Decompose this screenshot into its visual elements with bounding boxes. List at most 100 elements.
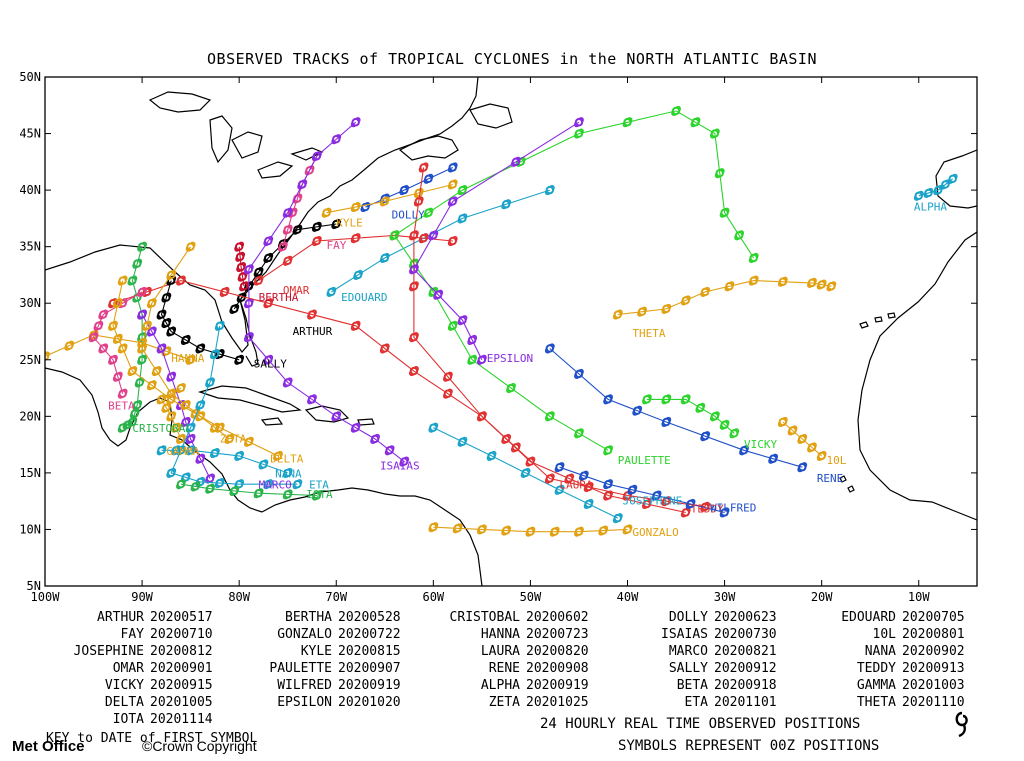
key-cell: FAY 20200710 (40, 627, 228, 644)
key-storm-date: 20200723 (526, 627, 589, 642)
key-cell: ETA 20201101 (604, 695, 792, 712)
mexico-coastline (45, 367, 263, 513)
cape-verde-islands (839, 475, 855, 493)
storm-label-eta: ETA (309, 479, 329, 492)
hurricane-symbol-icon (243, 298, 254, 309)
key-cell: ARTHUR 20200517 (40, 610, 228, 627)
hurricane-symbol-icon (622, 117, 633, 128)
lat-label: 50N (19, 70, 41, 84)
hurricane-symbol-icon (282, 467, 293, 478)
hurricane-symbol-icon (379, 343, 390, 354)
hurricane-symbol-icon (146, 380, 157, 391)
storm-label-marco: MARCO (259, 479, 292, 492)
storm-track-kyle (326, 183, 453, 214)
storm-label-omar: OMAR (283, 284, 310, 297)
lon-label: 50W (520, 590, 542, 604)
hurricane-symbol-icon (166, 269, 177, 280)
key-storm-date: 20201025 (526, 695, 589, 710)
hurricane-symbol-icon (326, 286, 337, 297)
key-storm-name: DOLLY (668, 610, 708, 625)
key-cell: BETA 20200918 (604, 678, 792, 695)
hurricane-symbol-icon (127, 366, 138, 377)
key-storm-name: JOSEPHINE (73, 644, 144, 659)
key-storm-date: 20200913 (902, 661, 965, 676)
hurricane-symbol-icon (321, 207, 332, 218)
hurricane-symbol-icon (423, 207, 434, 218)
hurricane-symbol-icon (156, 309, 167, 320)
key-storm-name: KYLE (300, 644, 332, 659)
hurricane-symbol-icon (578, 470, 589, 481)
storm-label-paulette: PAULETTE (618, 454, 671, 467)
key-storm-name: DELTA (104, 695, 144, 710)
hurricane-symbol-icon (263, 479, 274, 490)
hurricane-symbol-icon (379, 252, 390, 264)
key-cell (228, 712, 416, 729)
hurricane-symbol-icon (263, 298, 274, 309)
hurricane-symbol-icon (923, 187, 934, 198)
hurricane-symbol-icon (413, 187, 424, 198)
hurricane-symbol-icon (214, 320, 225, 331)
key-storm-name: OMAR (112, 661, 144, 676)
met-office-logo: Met Office (12, 738, 85, 755)
hurricane-symbol-icon (709, 128, 720, 139)
hurricane-symbol-icon (457, 436, 468, 447)
key-cell: ZETA 20201025 (416, 695, 604, 712)
key-storm-date: 20200730 (714, 627, 777, 642)
hurricane-symbol-icon (685, 498, 696, 510)
hurricane-symbol-icon (210, 422, 220, 433)
hurricane-symbol-icon (234, 450, 245, 461)
hurricane-symbol-icon (476, 524, 487, 535)
hurricane-symbol-icon (457, 213, 468, 224)
africa-coastline (857, 231, 977, 521)
hurricane-symbol-icon (913, 190, 924, 201)
hurricane-symbol-icon (627, 484, 638, 495)
key-storm-date: 20200908 (526, 661, 589, 676)
hurricane-symbol-icon (612, 309, 623, 320)
hurricane-symbol-icon (166, 371, 177, 382)
hurricane-symbol-icon (235, 251, 246, 262)
lon-label: 30W (714, 590, 736, 604)
hurricane-symbol-icon (661, 394, 672, 405)
hurricane-symbol-icon (467, 354, 478, 365)
key-storm-date: 20200528 (338, 610, 401, 625)
hurricane-symbol-icon (486, 450, 497, 461)
hurricane-symbol-icon (612, 513, 623, 524)
hurricane-symbol-icon (236, 261, 246, 273)
hurricane-symbol-icon (176, 433, 186, 445)
key-cell: CRISTOBAL 20200602 (416, 610, 604, 627)
key-storm-name: VICKY (104, 678, 144, 693)
key-storm-date: 20200902 (902, 644, 965, 659)
key-cell: NANA 20200902 (792, 644, 980, 661)
hurricane-symbol-icon (447, 235, 458, 247)
key-row: ARTHUR 20200517 BERTHA 20200528 CRISTOBAL 202… (40, 610, 980, 627)
key-cell: IOTA 20201114 (40, 712, 228, 729)
hurricane-symbol-icon (161, 292, 172, 303)
hurricane-symbol-icon (185, 241, 196, 252)
hurricane-symbol-icon (724, 281, 735, 292)
hurricane-symbol-icon (307, 394, 317, 405)
hurricane-symbol-icon (719, 419, 730, 430)
hurricane-symbol-icon (409, 281, 419, 292)
key-storm-name: EPSILON (277, 695, 332, 710)
hurricane-symbol-icon (549, 526, 560, 537)
hurricane-symbol-icon (176, 479, 186, 490)
hurricane-symbol-icon (700, 286, 711, 297)
hurricane-symbol-icon (443, 371, 453, 382)
hurricane-symbol-icon (544, 411, 555, 422)
key-row: IOTA 20201114 (40, 712, 980, 729)
hurricane-symbol-icon (544, 343, 555, 354)
hurricane-symbol-icon (807, 442, 817, 453)
hurricane-symbol-icon (112, 371, 123, 382)
hurricane-symbol-icon (331, 134, 342, 145)
key-storm-name: ARTHUR (97, 610, 144, 625)
hurricane-symbol-icon (45, 351, 50, 361)
storm-label-zeta: ZETA (220, 432, 247, 445)
map-frame (44, 76, 978, 587)
key-cell: DELTA 20201005 (40, 695, 228, 712)
storm-track-gonzalo (433, 526, 628, 533)
storm-label-theta: THETA (632, 327, 665, 340)
hurricane-symbol-icon (253, 275, 264, 286)
key-storm-name: 10L (872, 627, 896, 642)
hurricane-symbol-icon (180, 399, 191, 411)
hurricane-symbol-icon (409, 366, 419, 377)
